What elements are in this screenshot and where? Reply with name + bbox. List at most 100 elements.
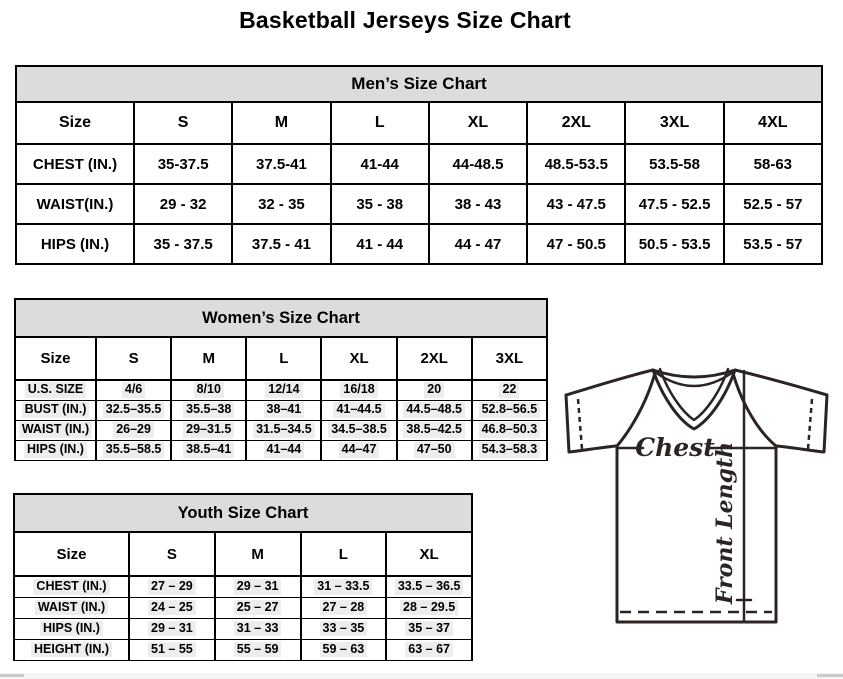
column-header: M <box>231 101 332 145</box>
table-row: CHEST (IN.) 27 – 29 29 – 31 31 – 33.5 33.5 –… <box>13 575 473 598</box>
mens-size-chart: Men’s Size Chart Size S M L XL 2XL 3XL 4XL CHEST … <box>15 65 824 265</box>
column-header: Size <box>15 101 135 145</box>
value-cell: 37.5-41 <box>231 143 332 185</box>
value-cell: 41–44 <box>245 439 323 461</box>
table-row: WAIST (IN.) 26–29 29–31.5 31.5–34.5 34.5–38.… <box>14 419 549 441</box>
front-length-label: Front Length <box>712 442 738 605</box>
table-row: WAIST(IN.) 29 - 32 32 - 35 35 - 38 38 - 43 43… <box>15 183 824 225</box>
table-title: Youth Size Chart <box>13 493 473 533</box>
value-cell: 53.5-58 <box>624 143 725 185</box>
row-label: HIPS (IN.) <box>13 617 130 640</box>
value-cell: 32 - 35 <box>231 183 332 225</box>
row-label: WAIST (IN.) <box>13 596 130 619</box>
column-header: XL <box>385 531 473 577</box>
row-label: WAIST(IN.) <box>15 183 135 225</box>
value-cell: 33 – 35 <box>299 617 388 640</box>
right-seam <box>731 371 778 448</box>
table-row: WAIST (IN.) 24 – 25 25 – 27 27 – 28 28 – 29.… <box>13 596 473 619</box>
youth-size-chart: Youth Size Chart Size S M L XL CHEST (IN.) 27 –… <box>13 493 473 661</box>
value-cell: 35 - 37.5 <box>132 223 234 265</box>
value-cell: 44–47 <box>320 439 398 461</box>
chest-label: Chest <box>635 433 715 462</box>
value-cell: 58-63 <box>722 143 824 185</box>
vneck-inner <box>658 367 730 422</box>
value-cell: 35.5–58.5 <box>94 439 173 461</box>
table-row: BUST (IN.) 32.5–35.5 35.5–38 38–41 41–44.5 44… <box>14 399 549 421</box>
table-row: HIPS (IN.) 29 – 31 31 – 33 33 – 35 35 – 37 <box>13 617 473 640</box>
column-header: M <box>213 531 302 577</box>
value-cell: 38 - 43 <box>427 183 529 225</box>
value-cell: 25 – 27 <box>213 596 302 619</box>
value-cell: 20 <box>395 379 473 401</box>
value-cell: 28 – 29.5 <box>385 596 473 619</box>
column-header: L <box>329 101 430 145</box>
table-row: HIPS (IN.) 35.5–58.5 38.5–41 41–44 44–47 47–5… <box>14 439 549 461</box>
value-cell: 47.5 - 52.5 <box>624 183 725 225</box>
collar-back-arc <box>651 368 737 379</box>
vneck-outer <box>651 368 737 431</box>
value-cell: 53.5 - 57 <box>722 223 824 265</box>
value-cell: 44-48.5 <box>427 143 529 185</box>
scrollbar-thumb-right[interactable] <box>817 674 843 677</box>
page-title: Basketball Jerseys Size Chart <box>239 7 571 33</box>
value-cell: 54.3–58.3 <box>470 439 549 461</box>
table-row: CHEST (IN.) 35-37.5 37.5-41 41-44 44-48.5 48.… <box>15 143 824 185</box>
table-row: HEIGHT (IN.) 51 – 55 55 – 59 59 – 63 63 – 67 <box>13 638 473 661</box>
value-cell: 52.8–56.5 <box>470 399 549 421</box>
row-label: WAIST (IN.) <box>14 419 97 441</box>
column-header: S <box>132 101 234 145</box>
value-cell: 4/6 <box>94 379 173 401</box>
row-label: HIPS (IN.) <box>14 439 97 461</box>
value-cell: 46.8–50.3 <box>470 419 549 441</box>
value-cell: 50.5 - 53.5 <box>624 223 725 265</box>
table-row: HIPS (IN.) 35 - 37.5 37.5 - 41 41 - 44 44 - … <box>15 223 824 265</box>
value-cell: 12/14 <box>245 379 323 401</box>
row-label: CHEST (IN.) <box>13 575 130 598</box>
value-cell: 35-37.5 <box>132 143 234 185</box>
jersey-measurement-diagram: Chest Front Length <box>564 367 829 624</box>
value-cell: 38.5–41 <box>170 439 248 461</box>
column-header: Size <box>14 336 97 381</box>
value-cell: 33.5 – 36.5 <box>385 575 473 598</box>
table-row: U.S. SIZE 4/6 8/10 12/14 16/18 20 22 <box>14 379 549 401</box>
value-cell: 35 - 38 <box>329 183 430 225</box>
value-cell: 47 - 50.5 <box>526 223 627 265</box>
row-label: HIPS (IN.) <box>15 223 135 265</box>
column-header: 4XL <box>722 101 824 145</box>
column-header: 3XL <box>470 336 549 381</box>
value-cell: 38.5–42.5 <box>395 419 473 441</box>
value-cell: 41-44 <box>329 143 430 185</box>
column-header: 2XL <box>526 101 627 145</box>
value-cell: 26–29 <box>94 419 173 441</box>
table-title: Women’s Size Chart <box>14 298 548 338</box>
value-cell: 55 – 59 <box>213 638 302 661</box>
row-label: CHEST (IN.) <box>15 143 135 185</box>
value-cell: 41–44.5 <box>320 399 398 421</box>
column-header: XL <box>427 101 529 145</box>
value-cell: 16/18 <box>320 379 398 401</box>
horizontal-scrollbar[interactable] <box>0 673 843 679</box>
value-cell: 24 – 25 <box>128 596 216 619</box>
value-cell: 35 – 37 <box>385 617 473 640</box>
value-cell: 43 - 47.5 <box>526 183 627 225</box>
value-cell: 8/10 <box>170 379 248 401</box>
scrollbar-thumb-left[interactable] <box>0 674 24 677</box>
column-header: 2XL <box>395 336 473 381</box>
table-title: Men’s Size Chart <box>15 65 823 103</box>
right-cuff-dashed-line <box>806 398 814 450</box>
column-header: L <box>245 336 323 381</box>
value-cell: 34.5–38.5 <box>320 419 398 441</box>
row-label: HEIGHT (IN.) <box>13 638 130 661</box>
value-cell: 31.5–34.5 <box>245 419 323 441</box>
value-cell: 52.5 - 57 <box>722 183 824 225</box>
value-cell: 29 – 31 <box>128 617 216 640</box>
left-cuff-dashed-line <box>576 398 584 450</box>
column-header: S <box>94 336 173 381</box>
column-header: M <box>170 336 248 381</box>
jersey-outline <box>564 368 829 624</box>
value-cell: 44 - 47 <box>427 223 529 265</box>
value-cell: 51 – 55 <box>128 638 216 661</box>
value-cell: 37.5 - 41 <box>231 223 332 265</box>
value-cell: 38–41 <box>245 399 323 421</box>
value-cell: 32.5–35.5 <box>94 399 173 421</box>
